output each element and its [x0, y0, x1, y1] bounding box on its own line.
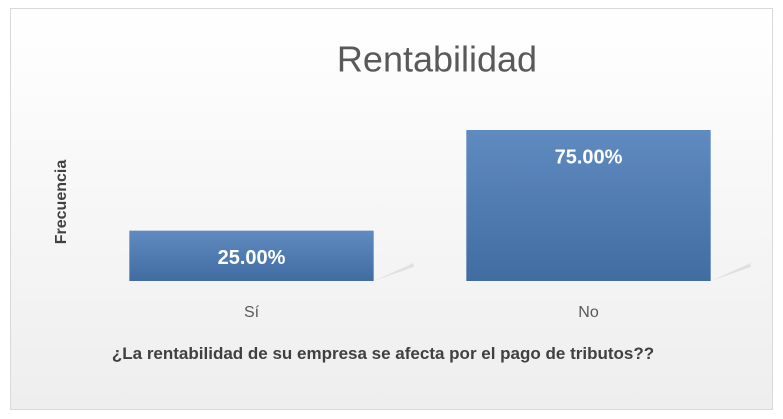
x-tick-label: Sí	[244, 304, 260, 321]
bar-shade	[466, 130, 711, 281]
data-label: 75.00%	[555, 146, 623, 168]
y-axis-label: Frecuencia	[53, 160, 70, 245]
chart-title: Rentabilidad	[337, 39, 537, 80]
bar-shade	[129, 230, 374, 281]
bar-shadow	[710, 263, 751, 281]
bar-shadow	[373, 263, 414, 281]
x-axis-label: ¿La rentabilidad de su empresa se afecta…	[111, 344, 655, 363]
x-tick-label: No	[578, 304, 599, 321]
data-label: 25.00%	[218, 247, 286, 269]
